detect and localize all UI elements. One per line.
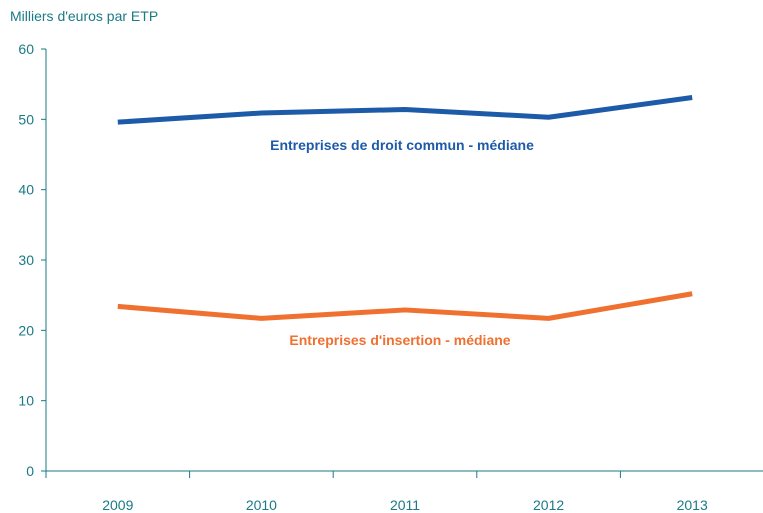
x-tick-label: 2009 — [102, 497, 133, 513]
series-labels: Entreprises de droit commun - médiane Ent… — [270, 137, 534, 348]
x-tick-label: 2010 — [246, 497, 277, 513]
y-tick-label: 0 — [26, 463, 34, 479]
series-label-1: Entreprises de droit commun - médiane — [270, 137, 534, 153]
x-tick-label: 2011 — [390, 497, 420, 513]
x-tick-label: 2013 — [677, 497, 708, 513]
y-axis-title: Milliers d'euros par ETP — [10, 8, 158, 24]
x-axis: 2009 2010 2011 2012 2013 — [46, 470, 763, 513]
series-line-2 — [117, 291, 693, 321]
x-tick-label: 2012 — [533, 497, 564, 513]
y-tick-label: 50 — [18, 111, 34, 127]
series-line-1 — [117, 95, 693, 125]
y-tick-label: 40 — [18, 182, 34, 198]
y-tick-label: 60 — [18, 41, 34, 57]
y-tick-label: 10 — [18, 393, 34, 409]
y-axis: 0 10 20 30 40 50 60 — [18, 41, 47, 479]
y-tick-label: 20 — [18, 322, 34, 338]
series-label-2: Entreprises d'insertion - médiane — [289, 332, 510, 348]
series-group — [117, 95, 693, 321]
y-tick-label: 30 — [18, 252, 34, 268]
